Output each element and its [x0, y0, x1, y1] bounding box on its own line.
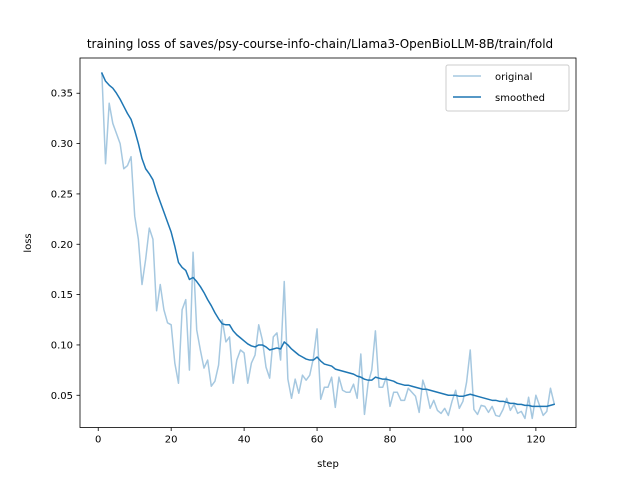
y-axis-ticks: 0.05 0.10 0.15 0.20 0.25 0.30 0.35: [51, 89, 80, 402]
x-axis-label: step: [317, 459, 339, 470]
x-tick-label: 60: [311, 435, 324, 446]
legend-label-smoothed: smoothed: [495, 93, 545, 104]
x-tick-label: 40: [238, 435, 251, 446]
x-tick-label: 20: [165, 435, 178, 446]
x-tick-label: 80: [384, 435, 397, 446]
series-line-smoothed: [100, 72, 556, 408]
plot-area: [100, 72, 556, 420]
y-axis-label: loss: [23, 233, 34, 252]
y-tick-label: 0.20: [51, 240, 73, 251]
y-tick-label: 0.30: [51, 139, 73, 150]
y-tick-label: 0.35: [51, 89, 73, 100]
x-tick-label: 0: [95, 435, 101, 446]
y-tick-label: 0.10: [51, 340, 73, 351]
y-tick-label: 0.05: [51, 391, 73, 402]
x-tick-label: 100: [453, 435, 472, 446]
y-tick-label: 0.15: [51, 290, 73, 301]
axes-frame: [79, 57, 577, 428]
series-line-original: [101, 72, 556, 420]
legend: original smoothed: [445, 64, 570, 112]
x-tick-label: 120: [526, 435, 545, 446]
chart-title: training loss of saves/psy-course-info-c…: [87, 37, 553, 51]
x-axis-ticks: 0 20 40 60 80 100 120: [95, 427, 545, 446]
legend-label-original: original: [495, 72, 532, 83]
y-tick-label: 0.25: [51, 189, 73, 200]
